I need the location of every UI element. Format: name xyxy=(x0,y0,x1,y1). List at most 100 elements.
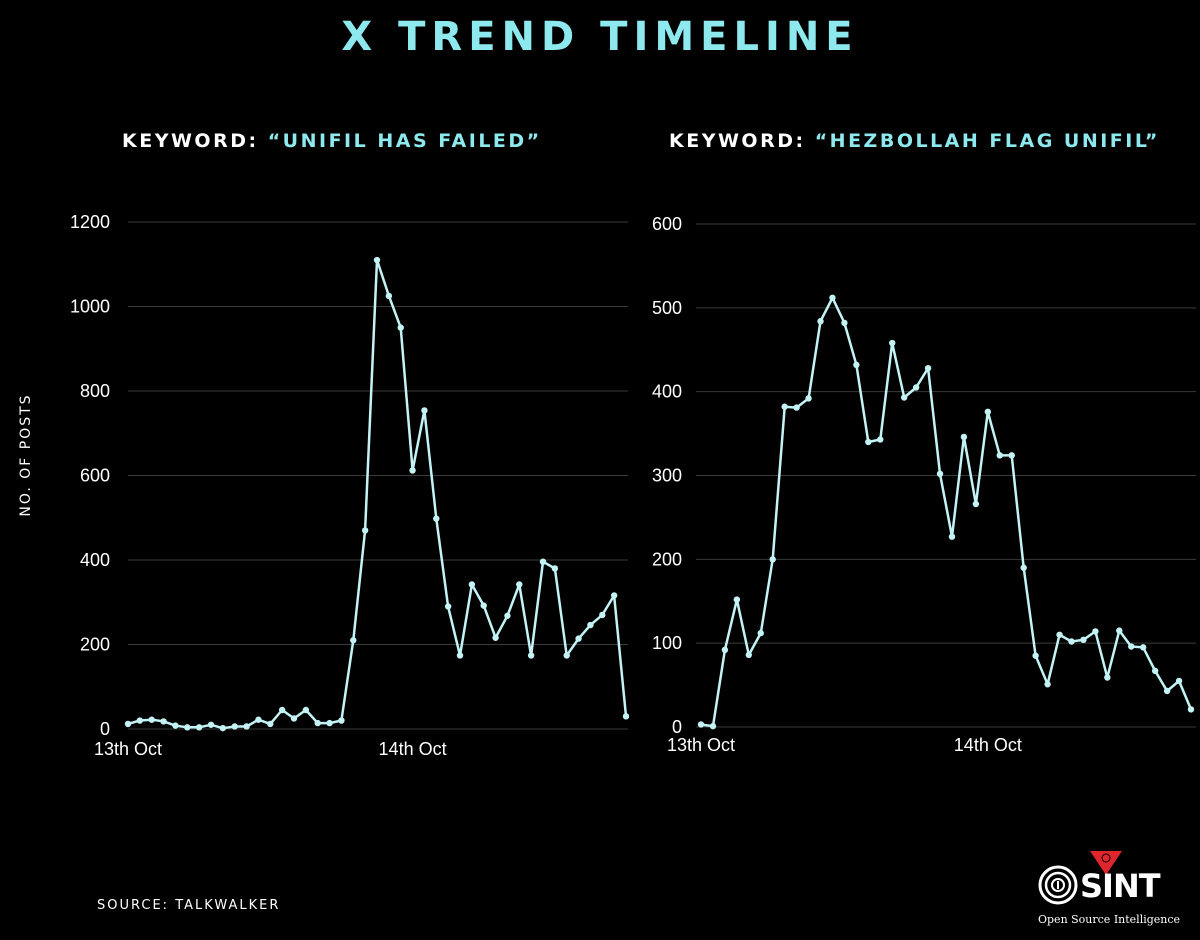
data-point xyxy=(468,581,476,588)
y-tick-label: 400 xyxy=(652,382,682,402)
data-point xyxy=(433,515,440,522)
data-point xyxy=(361,527,369,534)
data-point xyxy=(231,723,238,730)
data-point xyxy=(721,646,729,654)
data-point xyxy=(421,407,428,414)
fingerprint-icon xyxy=(1038,865,1078,905)
data-point xyxy=(1187,706,1195,713)
data-point xyxy=(184,724,191,731)
data-point xyxy=(409,467,416,474)
data-point xyxy=(219,724,227,732)
data-point xyxy=(1175,677,1183,685)
data-point xyxy=(853,361,860,369)
data-point xyxy=(504,612,511,619)
data-point xyxy=(338,717,345,724)
y-tick-label: 600 xyxy=(652,214,682,234)
data-point xyxy=(841,319,848,327)
data-point xyxy=(769,556,776,563)
data-point xyxy=(480,602,487,609)
data-point xyxy=(575,635,582,642)
y-tick-label: 0 xyxy=(100,719,110,739)
y-tick-label: 800 xyxy=(80,381,110,401)
data-point xyxy=(385,292,393,300)
y-tick-label: 300 xyxy=(652,466,682,486)
chart-title-left: KEYWORD: “UNIFIL HAS FAILED” xyxy=(122,130,542,152)
data-point xyxy=(373,256,381,264)
data-point xyxy=(397,324,404,331)
x-tick-label: 14th Oct xyxy=(379,739,447,759)
data-point xyxy=(912,384,920,391)
y-tick-label: 500 xyxy=(652,298,682,318)
data-point xyxy=(1151,667,1159,675)
data-point xyxy=(610,592,618,599)
data-point xyxy=(697,721,705,728)
brain-badge-icon xyxy=(1090,851,1122,875)
data-point xyxy=(444,603,452,610)
data-point xyxy=(551,565,559,572)
osint-logo: SINT Open Source Intelligence xyxy=(1030,845,1190,930)
data-point xyxy=(960,433,968,441)
data-point xyxy=(1044,681,1051,688)
y-axis-label: NO. OF POSTS xyxy=(18,393,34,516)
logo-wordmark: SINT xyxy=(1080,867,1161,905)
data-point xyxy=(1139,644,1147,651)
data-point xyxy=(314,719,321,727)
y-tick-label: 200 xyxy=(652,549,682,569)
data-point xyxy=(936,470,944,478)
y-tick-label: 1200 xyxy=(70,212,110,232)
data-point xyxy=(781,403,788,410)
data-point xyxy=(733,596,741,603)
data-point xyxy=(516,581,523,588)
series-line xyxy=(699,296,1193,728)
data-point xyxy=(1163,687,1171,695)
x-tick-label: 14th Oct xyxy=(954,735,1022,755)
source-note: SOURCE: TALKWALKER xyxy=(97,898,281,913)
data-point xyxy=(1116,627,1123,634)
data-point xyxy=(745,651,753,659)
data-point xyxy=(1128,643,1135,650)
page-title: X TREND TIMELINE xyxy=(341,14,859,60)
x-tick-label: 13th Oct xyxy=(667,735,735,755)
data-point xyxy=(148,716,155,723)
data-point xyxy=(255,716,262,723)
logo-tagline: Open Source Intelligence xyxy=(1038,913,1181,926)
data-point xyxy=(1020,564,1027,571)
y-tick-label: 100 xyxy=(652,633,682,653)
y-tick-label: 400 xyxy=(80,550,110,570)
data-point xyxy=(160,718,167,725)
data-point xyxy=(793,404,800,411)
data-point xyxy=(865,438,872,446)
data-point xyxy=(456,652,464,659)
y-tick-label: 0 xyxy=(672,717,682,737)
data-point xyxy=(492,634,499,641)
data-point xyxy=(1068,638,1075,645)
x-tick-label: 13th Oct xyxy=(94,739,162,759)
data-point xyxy=(267,720,274,728)
keyword-value: “HEZBOLLAH FLAG UNIFIL” xyxy=(814,130,1160,152)
logo-graphic xyxy=(1038,851,1122,905)
data-point xyxy=(622,713,630,720)
data-point xyxy=(1032,652,1039,659)
data-point xyxy=(539,558,547,565)
data-point xyxy=(278,706,286,714)
data-point xyxy=(136,717,144,724)
y-tick-label: 600 xyxy=(80,466,110,486)
data-point xyxy=(527,652,535,659)
data-point xyxy=(889,339,896,347)
data-point xyxy=(709,722,717,730)
data-point xyxy=(805,395,812,402)
data-point xyxy=(290,715,298,722)
data-point xyxy=(1080,636,1087,644)
data-point xyxy=(877,436,884,443)
data-point xyxy=(829,294,836,301)
data-point xyxy=(1104,674,1111,681)
data-point xyxy=(350,637,357,644)
data-point xyxy=(1092,628,1099,635)
data-point xyxy=(124,720,132,728)
data-point xyxy=(984,408,992,415)
data-point xyxy=(326,719,333,727)
keyword-label: KEYWORD: xyxy=(122,130,268,152)
keyword-label: KEYWORD: xyxy=(669,130,815,152)
chart-title-right: KEYWORD: “HEZBOLLAH FLAG UNIFIL” xyxy=(669,130,1160,152)
data-point xyxy=(924,364,932,372)
